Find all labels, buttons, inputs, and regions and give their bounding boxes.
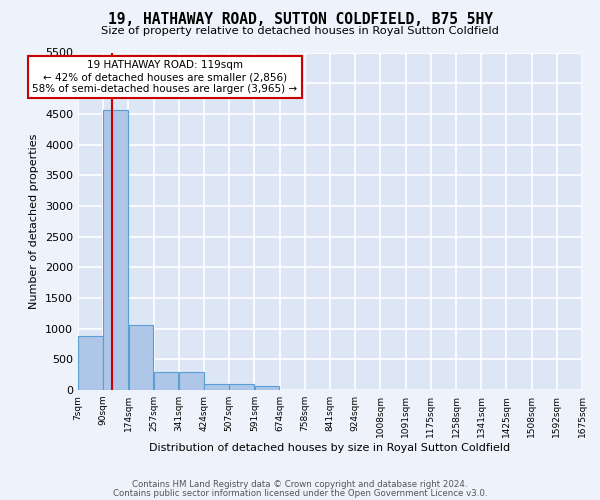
- Bar: [229, 384, 254, 390]
- Text: Contains public sector information licensed under the Open Government Licence v3: Contains public sector information licen…: [113, 489, 487, 498]
- Text: 19, HATHAWAY ROAD, SUTTON COLDFIELD, B75 5HY: 19, HATHAWAY ROAD, SUTTON COLDFIELD, B75…: [107, 12, 493, 28]
- Bar: [204, 384, 229, 390]
- Bar: [254, 386, 280, 390]
- Y-axis label: Number of detached properties: Number of detached properties: [29, 134, 40, 309]
- Bar: [103, 110, 128, 390]
- X-axis label: Distribution of detached houses by size in Royal Sutton Coldfield: Distribution of detached houses by size …: [149, 442, 511, 452]
- Bar: [154, 372, 178, 390]
- Bar: [179, 372, 204, 390]
- Bar: [78, 336, 103, 390]
- Text: Contains HM Land Registry data © Crown copyright and database right 2024.: Contains HM Land Registry data © Crown c…: [132, 480, 468, 489]
- Text: Size of property relative to detached houses in Royal Sutton Coldfield: Size of property relative to detached ho…: [101, 26, 499, 36]
- Text: 19 HATHAWAY ROAD: 119sqm
← 42% of detached houses are smaller (2,856)
58% of sem: 19 HATHAWAY ROAD: 119sqm ← 42% of detach…: [32, 60, 298, 94]
- Bar: [128, 325, 154, 390]
